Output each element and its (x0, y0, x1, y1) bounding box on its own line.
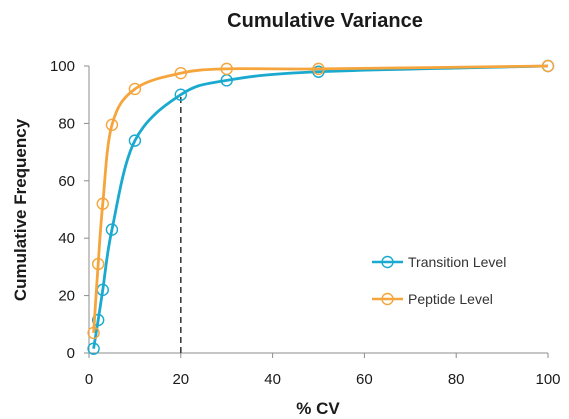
data-point (87, 342, 100, 355)
series-line (92, 64, 549, 349)
data-point (312, 62, 325, 76)
x-tick-label: 60 (356, 371, 373, 388)
data-point (91, 313, 105, 327)
y-tick-label: 40 (58, 230, 75, 247)
data-point (105, 118, 119, 132)
x-tick-label: 40 (264, 371, 281, 388)
data-point (541, 59, 555, 73)
legend-label: Transition Level (408, 254, 506, 270)
y-tick-label: 80 (58, 115, 75, 132)
x-tick-label: 100 (535, 371, 560, 388)
data-point (96, 197, 109, 210)
series-line (92, 64, 549, 334)
legend: Transition Level Peptide Level (372, 254, 506, 307)
x-axis-title: % CV (296, 399, 340, 418)
y-axis-title: Cumulative Frequency (11, 118, 30, 301)
x-tick-label: 0 (85, 371, 93, 388)
data-point (174, 66, 188, 80)
y-tick-label: 20 (58, 288, 75, 305)
x-tick-label: 80 (448, 371, 465, 388)
legend-label: Peptide Level (408, 291, 493, 307)
data-point (174, 88, 188, 101)
y-tick-label: 0 (67, 345, 75, 362)
y-tick-label: 60 (58, 173, 75, 190)
data-point (105, 223, 119, 236)
chart-title: Cumulative Variance (227, 10, 423, 32)
x-tick-label: 20 (172, 371, 189, 388)
data-point (91, 257, 105, 271)
data-point (128, 134, 142, 147)
data-point (220, 62, 233, 76)
axes: 0 20 40 60 80 100 0 20 40 60 80 100 (50, 58, 561, 388)
data-point (128, 82, 142, 96)
series-transition-level (87, 59, 555, 355)
legend-marker (381, 292, 394, 306)
data-point (312, 65, 325, 78)
data-point (87, 326, 100, 340)
series-layer (87, 59, 555, 355)
y-tick-label: 100 (50, 58, 75, 75)
series-peptide-level (87, 59, 555, 340)
legend-marker (381, 255, 394, 269)
